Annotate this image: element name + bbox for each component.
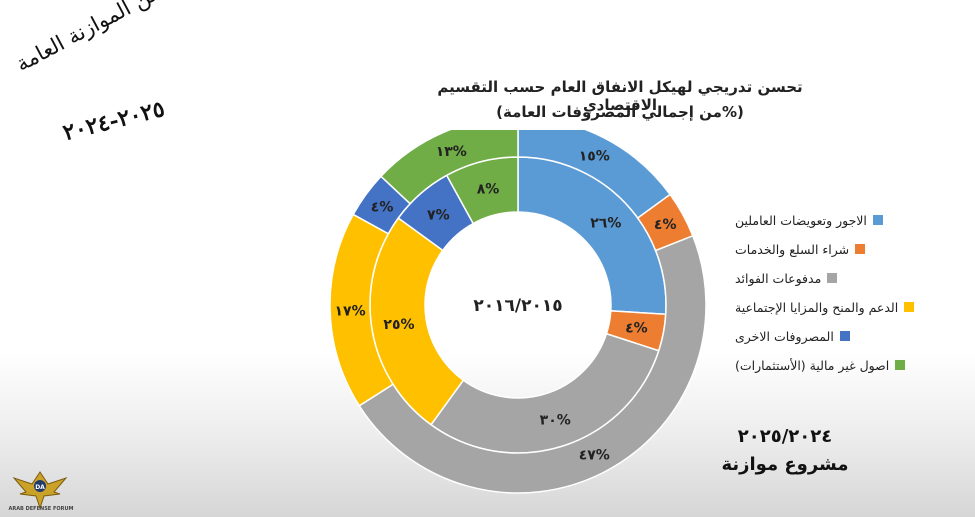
outer-ring-label-0: ١٥% [579,148,610,164]
legend-label: اصول غير مالية (الأستثمارات) [735,357,890,373]
handwritten-note-title: لمحة من الموازنة العامة [12,0,209,77]
legend-item: الاجور وتعويضات العاملين [735,210,970,230]
logo-text: ARAB DEFENSE FORUM [8,506,74,512]
legend-item: اصول غير مالية (الأستثمارات) [735,355,970,375]
legend-label: الاجور وتعويضات العاملين [735,212,867,228]
legend-label: شراء السلع والخدمات [735,241,850,257]
outer-ring-slice-5 [379,130,519,205]
legend-item: المصروفات الاخرى [735,326,970,346]
legend-swatch [904,302,915,312]
outer-ring-year-label: ٢٠٢٥/٢٠٢٤ [737,426,833,447]
legend-item: شراء السلع والخدمات [735,239,970,259]
outer-ring-label-4: ٤% [371,199,394,215]
chart-legend: الاجور وتعويضات العاملين شراء السلع والخد… [735,210,970,384]
chart-subtitle: (%من إجمالي المصروفات العامة) [496,103,744,121]
legend-label: مدفوعات الفوائد [735,270,822,286]
outer-ring-slice-2 [358,234,707,494]
inner-ring-label-5: ٨% [477,181,500,197]
inner-ring-label-4: ٧% [427,208,450,224]
inner-ring-label-2: ٣٠% [540,413,571,429]
legend-label: المصروفات الاخرى [735,328,834,344]
outer-ring-label-5: ١٣% [436,144,467,160]
donut-chart: ٢٦% ٤% ٣٠% ٢٥% ٧% ٨% ١٥% ٤% ٤٧% ١٧% ٤% ١٣% ٢٠١٦/٢٠١٥ [330,130,707,494]
legend-swatch [895,360,906,370]
handwritten-note-years: ٢٠٢٥-٢٠٢٤ [60,95,168,147]
inner-ring-label-0: ٢٦% [590,216,621,232]
svg-text:DA: DA [35,484,45,491]
legend-item: الدعم والمنح والمزايا الإجتماعية [735,297,970,317]
legend-swatch [855,244,866,254]
legend-label: الدعم والمنح والمزايا الإجتماعية [735,299,899,315]
legend-swatch [839,331,850,341]
legend-swatch [827,273,838,283]
outer-ring-label-2: ٤٧% [579,448,610,464]
outer-ring-label-1: ٤% [654,217,677,233]
chart-title: تحسن تدريجي لهيكل الانفاق العام حسب التق… [437,78,803,114]
donut-center-label: ٢٠١٦/٢٠١٥ [473,296,562,316]
outer-ring-label-3: ١٧% [335,303,366,319]
legend-swatch [872,215,883,225]
eagle-emblem-icon: DA [12,471,68,510]
inner-ring-label-1: ٤% [625,321,648,337]
outer-ring-caption: مشروع موازنة [721,454,849,475]
legend-item: مدفوعات الفوائد [735,268,970,288]
inner-ring-label-3: ٢٥% [383,317,414,333]
